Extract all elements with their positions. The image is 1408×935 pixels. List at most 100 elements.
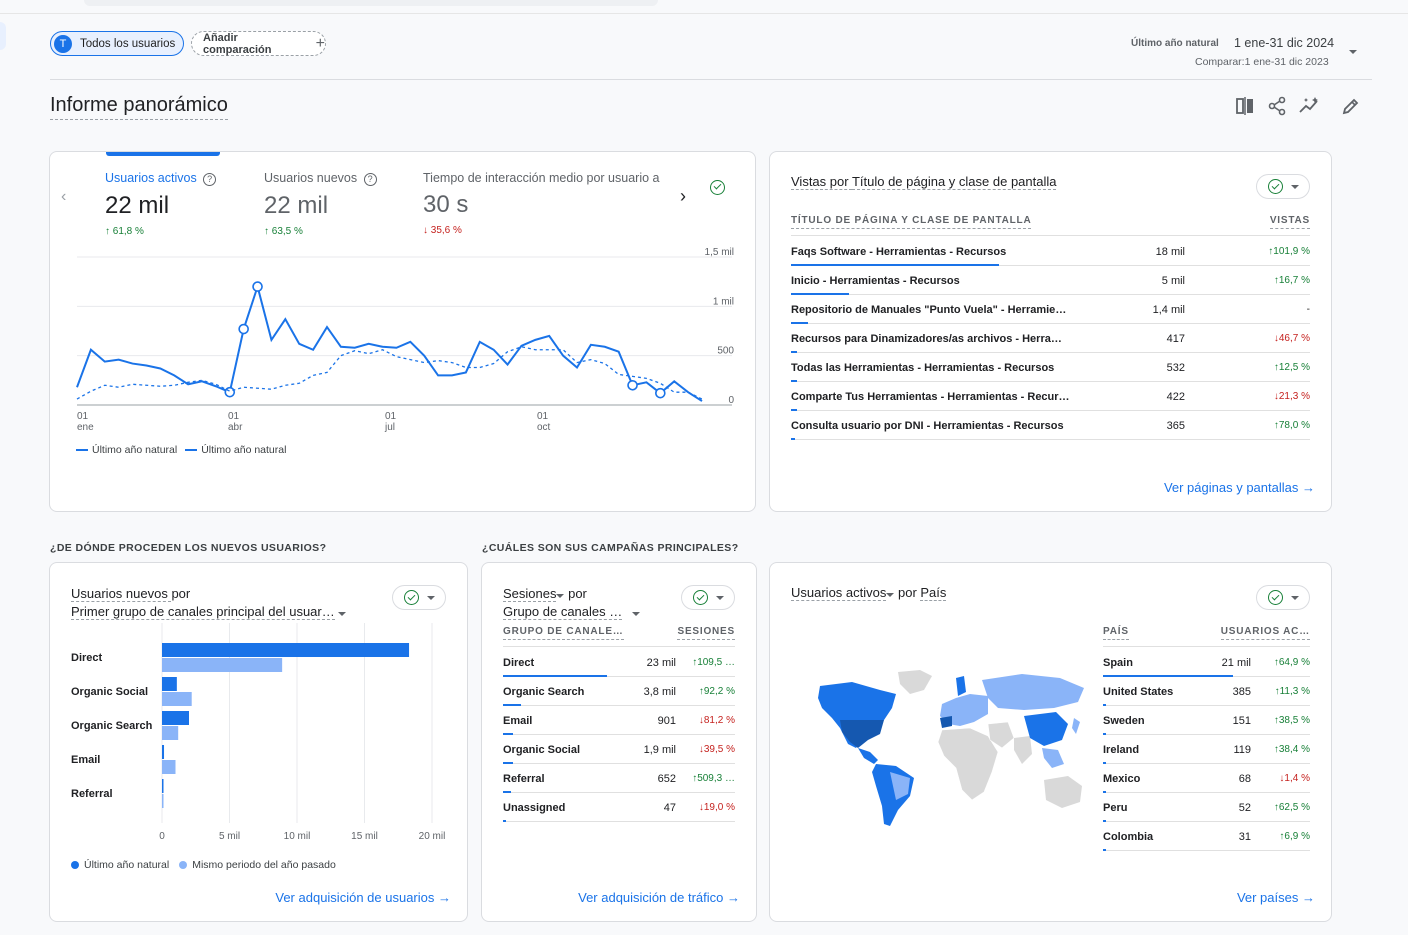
chevron-left-icon[interactable]: ‹	[61, 188, 67, 205]
legend-solid-swatch	[76, 449, 88, 451]
title-part: Vistas por	[791, 174, 852, 190]
table-row[interactable]: Direct 23 mil ↑109,5 …	[503, 648, 735, 677]
table-row[interactable]: Consulta usuario por DNI - Herramientas …	[791, 411, 1310, 440]
metric-tab-new-users[interactable]: Usuarios nuevos ? 22 mil ↑ 63,5 %	[264, 171, 377, 237]
arrow-up-icon: ↑	[264, 226, 269, 237]
metric-tab-active-users[interactable]: Usuarios activos ? 22 mil ↑ 61,8 %	[105, 171, 217, 237]
legend-dashed-swatch	[185, 449, 198, 451]
table-row[interactable]: Colombia 31 ↑6,9 %	[1103, 822, 1310, 851]
edit-pencil-icon[interactable]	[1340, 95, 1362, 117]
country-col-header[interactable]: PAÍS	[1103, 626, 1129, 640]
pages-options-button[interactable]	[1256, 174, 1310, 199]
table-row[interactable]: Peru 52 ↑62,5 %	[1103, 793, 1310, 822]
add-comparison-button[interactable]: Añadir comparación +	[191, 31, 326, 56]
acquisition-card: Usuarios nuevos por Primer grupo de cana…	[49, 562, 468, 922]
active-users-col-header[interactable]: USUARIOS AC…	[1220, 626, 1310, 640]
table-row[interactable]: Referral 652 ↑509,3 …	[503, 764, 735, 793]
row-label: Consulta usuario por DNI - Herramientas …	[791, 420, 1064, 432]
row-share-bar	[791, 438, 796, 440]
dimension-title[interactable]: Título de página y clase de pantalla	[851, 174, 1057, 190]
dimension-selector[interactable]: País	[920, 585, 947, 601]
table-row[interactable]: Recursos para Dinamizadores/as archivos …	[791, 324, 1310, 353]
table-row[interactable]: Todas las Herramientas - Herramientas - …	[791, 353, 1310, 382]
new-users-bar-chart: 0 5 mil 10 mil 15 mil 20 mil Direct Organic So…	[71, 623, 445, 842]
row-value: 652	[657, 773, 676, 785]
row-value: 422	[1166, 391, 1185, 403]
link-label: Ver adquisición de tráfico	[578, 890, 724, 905]
views-col-header[interactable]: VISTAS	[1269, 215, 1310, 229]
row-share-bar	[503, 704, 521, 706]
x-tick-month-label: ene	[77, 422, 94, 433]
chevron-down-icon[interactable]	[338, 612, 347, 616]
row-value: 532	[1166, 362, 1185, 374]
sessions-col-header[interactable]: SESIONES	[677, 626, 735, 640]
arrow-up-icon: ↑	[1273, 420, 1279, 431]
row-label: Mexico	[1103, 773, 1141, 785]
countries-options-button[interactable]	[1256, 585, 1310, 610]
check-status-button[interactable]	[710, 176, 725, 195]
category-label: Referral	[71, 788, 113, 800]
table-row[interactable]: Faqs Software - Herramientas - Recursos 1…	[791, 237, 1310, 266]
compare-view-icon[interactable]	[1234, 95, 1256, 117]
dimension-selector[interactable]: Primer grupo de canales principal del us…	[71, 604, 335, 620]
check-circle-icon	[710, 179, 725, 195]
row-change-value: 1,4 %	[1284, 773, 1310, 784]
table-row[interactable]: Sweden 151 ↑38,5 %	[1103, 706, 1310, 735]
pages-col-header[interactable]: TÍTULO DE PÁGINA Y CLASE DE PANTALLA	[791, 215, 1032, 229]
metric-value: 30 s	[423, 191, 469, 218]
channel-col-header[interactable]: GRUPO DE CANALE…	[503, 626, 624, 640]
view-traffic-acquisition-link[interactable]: Ver adquisición de tráfico →	[578, 890, 740, 905]
table-row[interactable]: United States 385 ↑11,3 %	[1103, 677, 1310, 706]
table-row[interactable]: Ireland 119 ↑38,4 %	[1103, 735, 1310, 764]
view-user-acquisition-link[interactable]: Ver adquisición de usuarios →	[275, 890, 451, 905]
anomaly-point	[238, 323, 249, 335]
map-central-america	[858, 748, 878, 764]
table-row[interactable]: Organic Search 3,8 mil ↑92,2 %	[503, 677, 735, 706]
insights-icon[interactable]	[1298, 95, 1320, 117]
x-tick-month-label: abr	[228, 422, 243, 433]
view-pages-link[interactable]: Ver páginas y pantallas →	[1164, 480, 1315, 495]
row-label: Spain	[1103, 657, 1133, 669]
chevron-down-icon	[715, 595, 724, 600]
share-icon[interactable]	[1266, 95, 1288, 117]
row-change: ↑38,4 %	[1274, 744, 1310, 755]
table-row[interactable]: Unassigned 47 ↓19,0 %	[503, 793, 735, 822]
row-value: 901	[657, 715, 676, 727]
traffic-options-button[interactable]	[681, 585, 735, 610]
row-label: Organic Social	[503, 744, 581, 756]
row-label: United States	[1103, 686, 1174, 698]
chevron-down-icon[interactable]	[631, 612, 640, 616]
table-row[interactable]: Comparte Tus Herramientas - Herramientas…	[791, 382, 1310, 411]
table-row[interactable]: Spain 21 mil ↑64,9 %	[1103, 648, 1310, 677]
row-label: Comparte Tus Herramientas - Herramientas…	[791, 391, 1070, 403]
help-icon[interactable]: ?	[203, 173, 217, 186]
table-row[interactable]: Repositorio de Manuales "Punto Vuela" - …	[791, 295, 1310, 324]
segment-chip-all-users[interactable]: T Todos los usuarios	[50, 31, 184, 56]
view-countries-link[interactable]: Ver países →	[1237, 890, 1315, 905]
acquisition-options-button[interactable]	[392, 585, 446, 610]
metric-tab-engagement-time[interactable]: Tiempo de interacción medio por usuario …	[423, 171, 673, 236]
dimension-selector[interactable]: Grupo de canales …	[503, 604, 623, 620]
chevron-down-icon[interactable]	[556, 594, 565, 598]
table-row[interactable]: Mexico 68 ↓1,4 %	[1103, 764, 1310, 793]
row-label: Recursos para Dinamizadores/as archivos …	[791, 333, 1071, 345]
search-bar-edge[interactable]	[84, 0, 658, 6]
help-icon[interactable]: ?	[363, 173, 377, 186]
metric-selector[interactable]: Sesiones	[503, 586, 557, 602]
x-tick-label: 15 mil	[351, 831, 378, 842]
chevron-down-icon[interactable]	[886, 593, 895, 597]
table-row[interactable]: Email 901 ↓81,2 %	[503, 706, 735, 735]
x-tick-label: 0	[159, 831, 165, 842]
date-range-picker[interactable]: Último año natural 1 ene-31 dic 2024 Com…	[1130, 36, 1362, 72]
metric-selector[interactable]: Usuarios activos	[791, 585, 887, 601]
category-label: Organic Social	[71, 686, 148, 698]
link-label: Ver adquisición de usuarios	[275, 890, 435, 905]
compare-range-value: Comparar:1 ene-31 dic 2023	[1195, 56, 1329, 68]
chevron-right-icon[interactable]: ›	[680, 186, 686, 206]
row-change-value: 101,9 %	[1273, 246, 1310, 257]
table-row[interactable]: Organic Social 1,9 mil ↓39,5 %	[503, 735, 735, 764]
legend-previous: Mismo periodo del año pasado	[192, 859, 336, 871]
row-label: Inicio - Herramientas - Recursos	[791, 275, 960, 287]
table-row[interactable]: Inicio - Herramientas - Recursos 5 mil ↑16…	[791, 266, 1310, 295]
